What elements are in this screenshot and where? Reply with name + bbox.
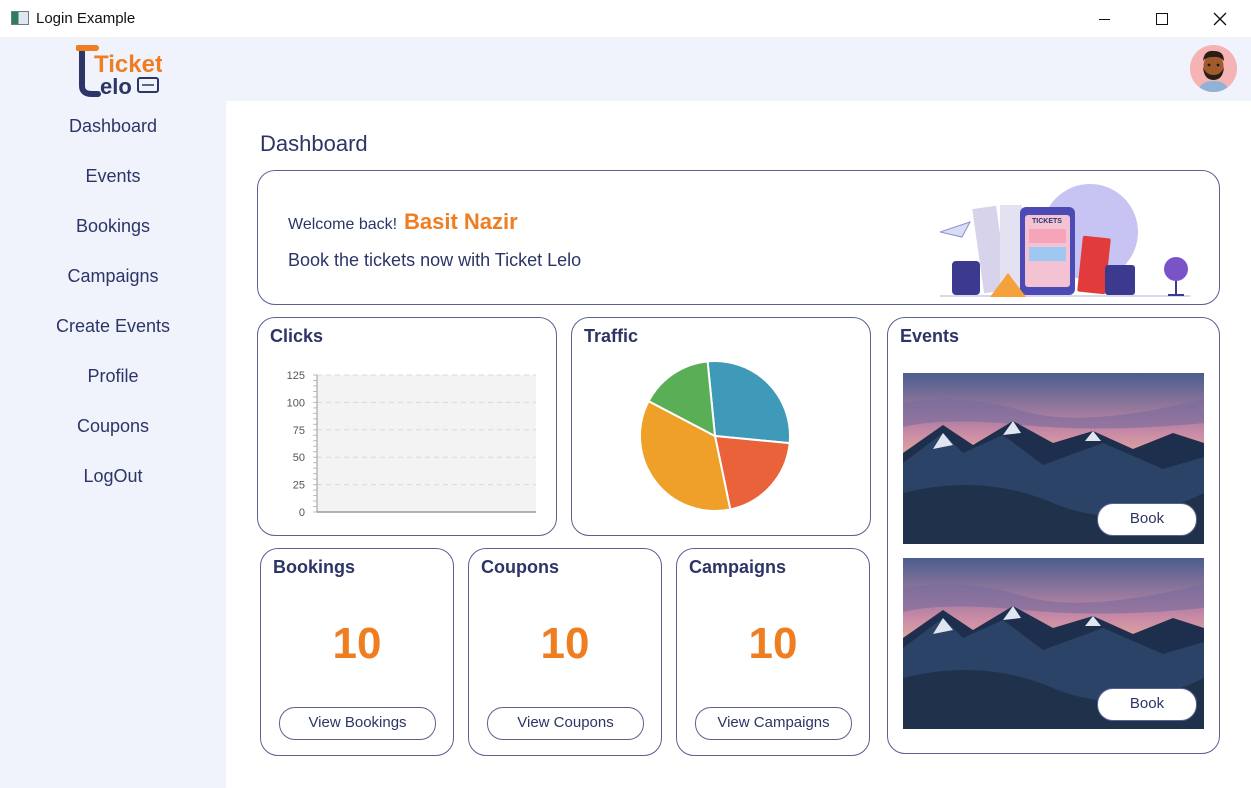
- sidebar-item-bookings[interactable]: Bookings: [75, 216, 151, 236]
- clicks-chart: 0 25 50 75 100 125: [287, 370, 536, 519]
- minimize-button[interactable]: [1075, 0, 1133, 38]
- campaigns-count: 10: [748, 619, 798, 668]
- clicks-title: Clicks: [270, 326, 324, 346]
- sidebar-item-coupons[interactable]: Coupons: [76, 416, 150, 436]
- traffic-title: Traffic: [584, 326, 639, 346]
- coupons-title: Coupons: [481, 557, 559, 577]
- header-bar: [0, 38, 1251, 101]
- campaigns-title: Campaigns: [689, 557, 787, 577]
- sidebar-item-campaigns[interactable]: Campaigns: [67, 266, 159, 286]
- ticket-lelo-logo[interactable]: Ticket elo: [75, 42, 163, 99]
- pie-slice: [639, 399, 732, 512]
- event-image[interactable]: Book: [903, 373, 1204, 544]
- sidebar-item-logout[interactable]: LogOut: [83, 466, 143, 486]
- view-coupons-button[interactable]: View Coupons: [487, 707, 644, 740]
- clicks-card: Clicks 0 25 50 75 100 125: [257, 317, 557, 536]
- view-bookings-button[interactable]: View Bookings: [279, 707, 436, 740]
- maximize-icon: [1156, 13, 1168, 25]
- user-name: Basit Nazir: [404, 209, 518, 234]
- close-icon: [1213, 12, 1227, 26]
- minimize-icon: [1098, 18, 1110, 20]
- sidebar-item-profile[interactable]: Profile: [87, 366, 139, 386]
- plot-area: [317, 375, 536, 512]
- window-title: Login Example: [36, 10, 136, 27]
- maximize-button[interactable]: [1133, 0, 1191, 38]
- events-card: Events Book Book: [887, 317, 1220, 754]
- coupons-count: 10: [540, 619, 590, 668]
- close-button[interactable]: [1191, 0, 1249, 38]
- book-button[interactable]: Book: [1097, 688, 1197, 721]
- window-titlebar: Login Example: [0, 0, 1251, 38]
- travel-illustration: TICKETS: [940, 184, 1190, 297]
- welcome-card: Welcome back! Basit Nazir Book the ticke…: [257, 170, 1220, 305]
- traffic-chart: [639, 360, 791, 512]
- illustration-sign: TICKETS: [1032, 218, 1062, 225]
- welcome-subtitle: Book the tickets now with Ticket Lelo: [288, 250, 582, 270]
- sidebar-item-events[interactable]: Events: [85, 166, 141, 186]
- logo-text-top: Ticket: [94, 51, 162, 78]
- pie-slice: [706, 360, 791, 445]
- bookings-title: Bookings: [273, 557, 356, 577]
- app-icon: [11, 11, 29, 25]
- logo-text-bottom: elo: [100, 74, 132, 98]
- sidebar-item-create-events[interactable]: Create Events: [55, 316, 171, 336]
- y-tick-label: 125: [287, 370, 305, 382]
- y-tick-label: 100: [287, 397, 305, 409]
- bookings-card: Bookings 10 View Bookings: [260, 548, 454, 756]
- events-title: Events: [900, 326, 960, 346]
- y-tick-label: 75: [293, 425, 305, 437]
- book-button[interactable]: Book: [1097, 503, 1197, 536]
- pie-slice: [647, 360, 717, 438]
- y-tick-label: 0: [299, 507, 305, 519]
- view-campaigns-button[interactable]: View Campaigns: [695, 707, 852, 740]
- sidebar: [0, 101, 226, 788]
- sidebar-item-dashboard[interactable]: Dashboard: [68, 116, 158, 136]
- ticket-icon: [137, 77, 159, 93]
- event-image[interactable]: Book: [903, 558, 1204, 729]
- pie-slice: [713, 434, 791, 511]
- traffic-card: Traffic: [571, 317, 871, 536]
- y-tick-label: 50: [293, 452, 305, 464]
- user-avatar-icon[interactable]: [1190, 45, 1237, 92]
- page-title: Dashboard: [260, 131, 368, 156]
- campaigns-card: Campaigns 10 View Campaigns: [676, 548, 870, 756]
- bookings-count: 10: [332, 619, 382, 668]
- y-tick-label: 25: [293, 480, 305, 492]
- coupons-card: Coupons 10 View Coupons: [468, 548, 662, 756]
- welcome-greeting: Welcome back!: [288, 216, 398, 233]
